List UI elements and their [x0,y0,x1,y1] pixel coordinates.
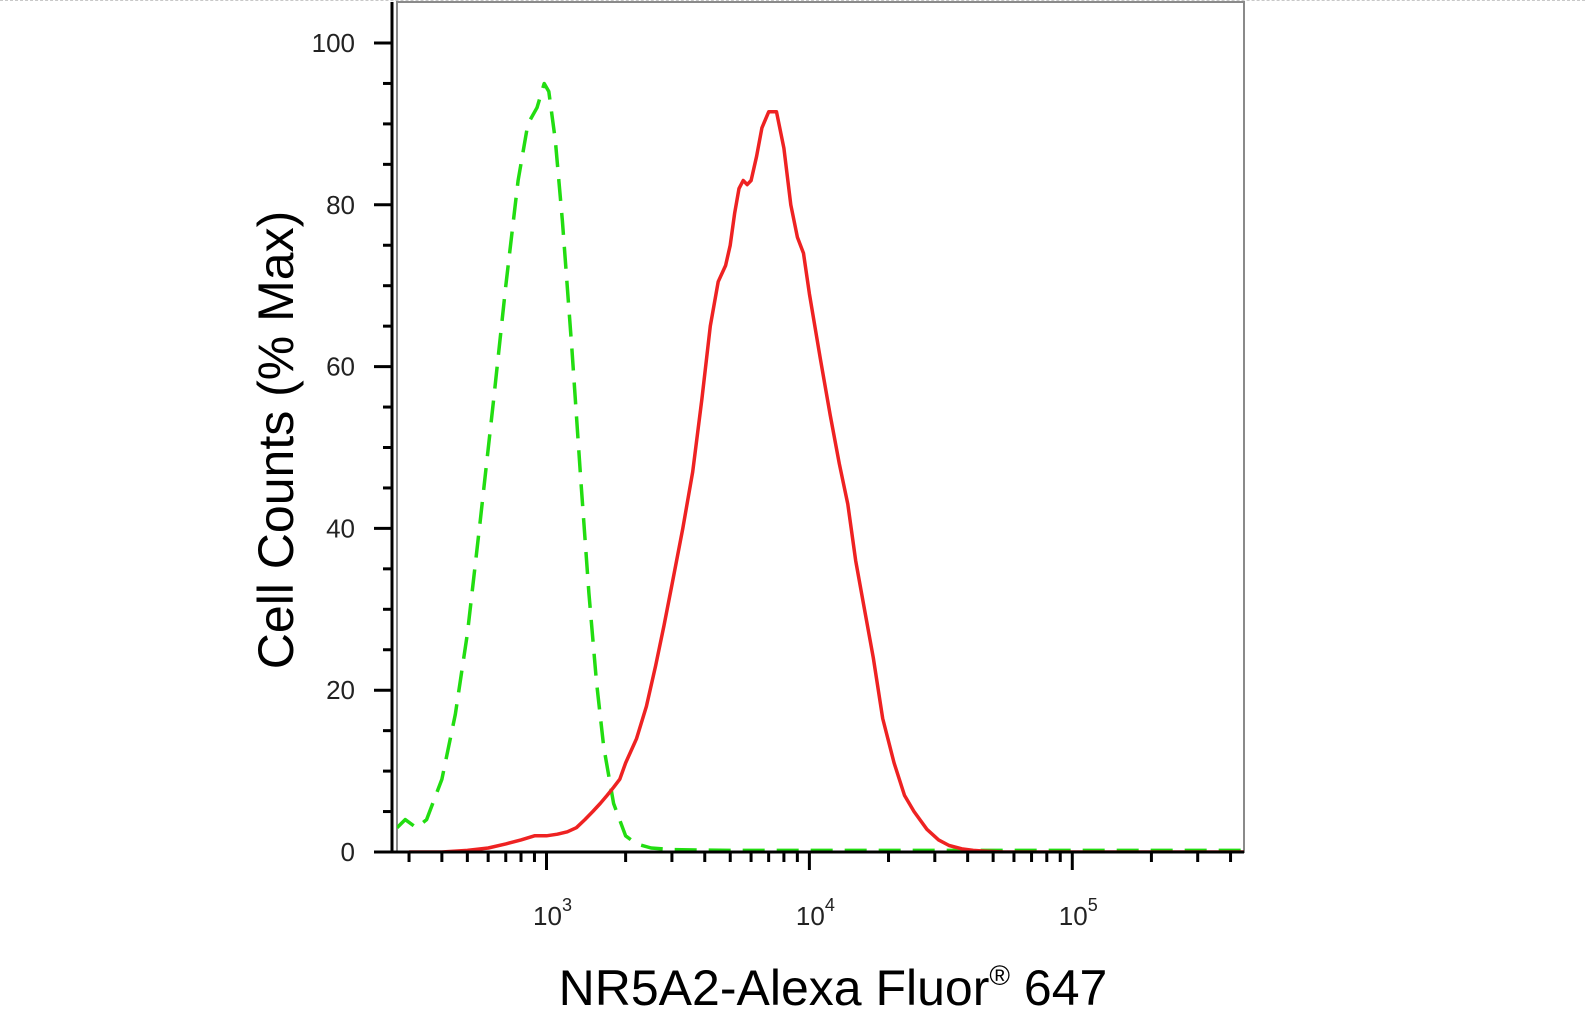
top-dashed-rule [0,0,1585,1]
x-tick-label-base: 10 [533,901,562,931]
x-axis-title-registered-mark: ® [989,960,1010,991]
y-tick-label: 80 [326,190,355,220]
x-axis-ticks: 103 104 105 [407,852,1233,931]
y-tick-label: 60 [326,352,355,382]
x-tick-label-exponent: 3 [562,895,572,915]
series-layer [397,81,1244,852]
y-axis-ticks: 0 20 40 60 80 100 [312,28,392,867]
y-tick-label: 20 [326,675,355,705]
x-axis-title: NR5A2-Alexa Fluor® 647 [559,960,1108,1016]
x-axis-title-tail: 647 [1010,960,1107,1016]
y-tick-label: 0 [341,837,355,867]
plot-frame [396,1,1245,853]
x-tick-label: 104 [796,895,835,931]
y-tick-label: 100 [312,28,355,58]
x-tick-label-exponent: 5 [1088,895,1098,915]
control-histogram-dashed [397,81,1244,852]
x-axis-title-main: NR5A2-Alexa Fluor [559,960,990,1016]
x-tick-label: 103 [533,895,572,931]
x-tick-label-base: 10 [796,901,825,931]
y-tick-label: 40 [326,513,355,543]
x-tick-label-base: 10 [1059,901,1088,931]
y-axis-title: Cell Counts (% Max) [248,211,304,669]
sample-histogram-solid [409,110,1244,852]
x-tick-label-exponent: 4 [825,895,835,915]
x-tick-label: 105 [1059,895,1098,931]
